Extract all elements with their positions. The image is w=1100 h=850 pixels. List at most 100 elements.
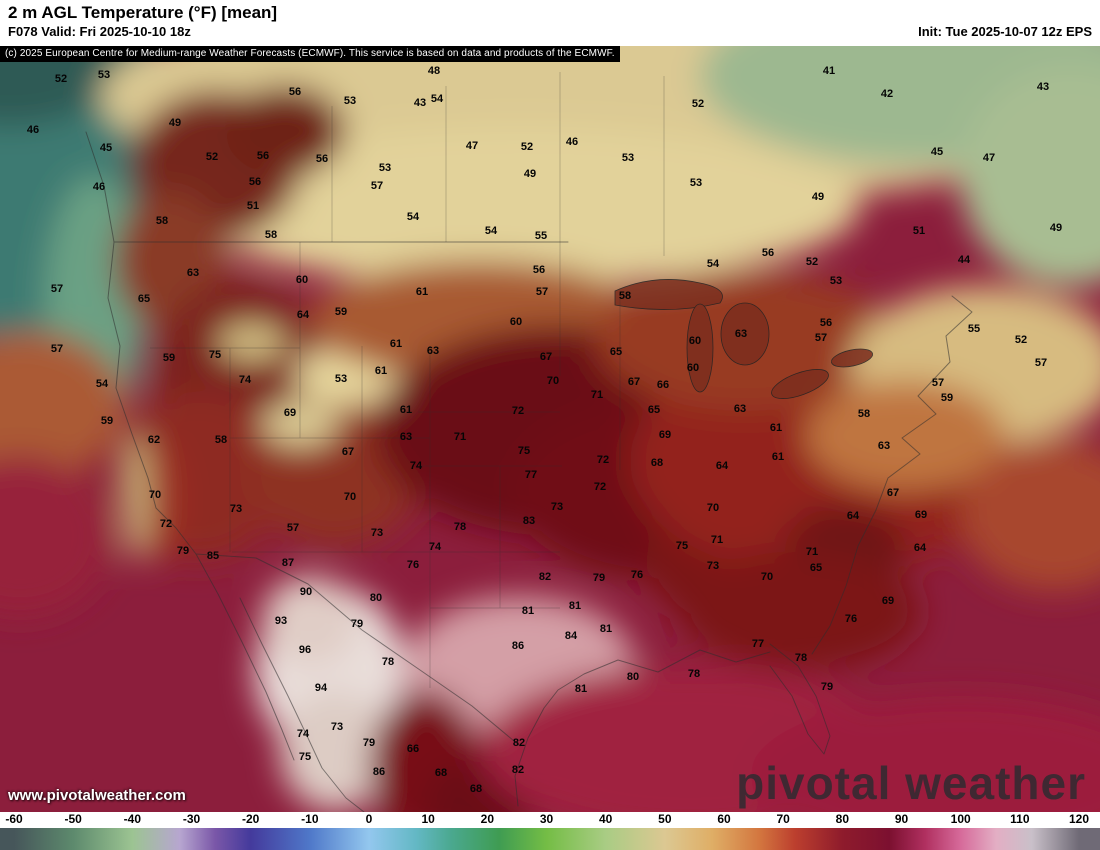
temp-label: 51 — [912, 225, 926, 237]
temp-label: 78 — [687, 668, 701, 680]
temp-label: 54 — [430, 93, 444, 105]
colorbar-tick: -60 — [5, 812, 23, 826]
temp-label: 44 — [957, 254, 971, 266]
temp-label: 81 — [568, 600, 582, 612]
temp-label: 80 — [626, 671, 640, 683]
colorbar-tick: 60 — [717, 812, 731, 826]
temp-label: 70 — [546, 375, 560, 387]
temp-label: 60 — [686, 362, 700, 374]
borders-layer — [85, 131, 973, 812]
temp-label: 71 — [805, 546, 819, 558]
temp-label: 53 — [343, 95, 357, 107]
temp-label: 55 — [534, 230, 548, 242]
temp-label: 85 — [206, 550, 220, 562]
temp-label: 69 — [881, 595, 895, 607]
temp-label: 71 — [590, 389, 604, 401]
temp-label: 76 — [844, 613, 858, 625]
temp-label: 61 — [415, 286, 429, 298]
temp-label: 86 — [511, 640, 525, 652]
temp-label: 64 — [715, 460, 729, 472]
temp-label: 57 — [535, 286, 549, 298]
page-title: 2 m AGL Temperature (°F) [mean] — [8, 3, 278, 22]
temp-label: 57 — [286, 522, 300, 534]
temp-label: 80 — [369, 592, 383, 604]
temp-label: 60 — [295, 274, 309, 286]
temp-label: 46 — [565, 136, 579, 148]
temp-label: 58 — [214, 434, 228, 446]
temp-label: 56 — [819, 317, 833, 329]
temp-label: 57 — [50, 343, 64, 355]
temp-label: 51 — [246, 200, 260, 212]
temp-label: 56 — [532, 264, 546, 276]
temp-label: 71 — [710, 534, 724, 546]
temp-label: 52 — [54, 73, 68, 85]
temp-label: 76 — [630, 569, 644, 581]
temp-labels-layer: 52 53 49 56 53 43 48 54 47 52 46 52 41 42 45 47 43 46 45 46… — [0, 46, 1100, 812]
temp-label: 90 — [299, 586, 313, 598]
temp-label: 58 — [618, 290, 632, 302]
temp-label: 78 — [381, 656, 395, 668]
temp-label: 52 — [805, 256, 819, 268]
temp-label: 72 — [511, 405, 525, 417]
temp-label: 57 — [814, 332, 828, 344]
temp-label: 68 — [434, 767, 448, 779]
colorbar-tick: -20 — [241, 812, 260, 826]
temp-label: 63 — [399, 431, 413, 443]
temp-label: 81 — [599, 623, 613, 635]
temp-label: 78 — [794, 652, 808, 664]
temp-label: 46 — [26, 124, 40, 136]
temp-label: 61 — [374, 365, 388, 377]
temp-label: 60 — [688, 335, 702, 347]
temp-label: 96 — [298, 644, 312, 656]
copyright-bar: (c) 2025 European Centre for Medium-rang… — [0, 46, 620, 62]
temp-label: 57 — [370, 180, 384, 192]
temp-label: 75 — [208, 349, 222, 361]
temp-label: 79 — [592, 572, 606, 584]
temp-label: 67 — [341, 446, 355, 458]
temp-label: 64 — [296, 309, 310, 321]
temp-label: 59 — [940, 392, 954, 404]
temp-label: 65 — [809, 562, 823, 574]
temp-label: 63 — [186, 267, 200, 279]
temp-label: 77 — [524, 469, 538, 481]
temp-label: 94 — [314, 682, 328, 694]
temp-label: 65 — [647, 404, 661, 416]
temp-label: 93 — [274, 615, 288, 627]
temp-label: 69 — [283, 407, 297, 419]
temp-label: 53 — [829, 275, 843, 287]
temp-label: 46 — [92, 181, 106, 193]
colorbar-tick: 30 — [539, 812, 554, 826]
temp-label: 55 — [967, 323, 981, 335]
colorbar-tick: 120 — [1068, 812, 1090, 826]
temp-label: 69 — [658, 429, 672, 441]
temp-label: 64 — [913, 542, 927, 554]
temp-label: 49 — [523, 168, 537, 180]
temp-label: 43 — [1036, 81, 1050, 93]
temp-label: 79 — [362, 737, 376, 749]
temp-label: 72 — [593, 481, 607, 493]
temp-label: 79 — [820, 681, 834, 693]
colorbar-tick: 90 — [894, 812, 909, 826]
temp-label: 57 — [50, 283, 64, 295]
temp-label: 49 — [168, 117, 182, 129]
temp-label: 59 — [100, 415, 114, 427]
temp-label: 83 — [522, 515, 536, 527]
temp-label: 49 — [1049, 222, 1063, 234]
temp-label: 54 — [406, 211, 420, 223]
temp-label: 53 — [689, 177, 703, 189]
colorbar-tick: -40 — [123, 812, 141, 826]
temp-label: 59 — [334, 306, 348, 318]
temp-label: 63 — [877, 440, 891, 452]
forecast-valid-label: F078 Valid: Fri 2025-10-10 18z — [8, 24, 191, 40]
temp-label: 49 — [811, 191, 825, 203]
temp-label: 75 — [517, 445, 531, 457]
colorbar-tick: -30 — [182, 812, 201, 826]
temp-label: 74 — [428, 541, 442, 553]
temp-label: 54 — [706, 258, 720, 270]
header: 2 m AGL Temperature (°F) [mean] F078 Val… — [0, 0, 1100, 46]
temp-label: 78 — [453, 521, 467, 533]
temperature-map: (c) 2025 European Centre for Medium-rang… — [0, 46, 1100, 812]
temp-label: 71 — [453, 431, 467, 443]
colorbar-gradient — [0, 828, 1100, 850]
temp-label: 56 — [315, 153, 329, 165]
